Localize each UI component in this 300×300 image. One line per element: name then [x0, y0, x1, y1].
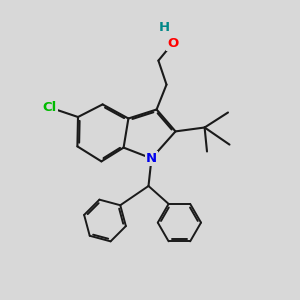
- Text: H: H: [159, 21, 170, 34]
- Text: N: N: [146, 152, 157, 165]
- Text: O: O: [167, 37, 178, 50]
- Text: Cl: Cl: [42, 101, 57, 114]
